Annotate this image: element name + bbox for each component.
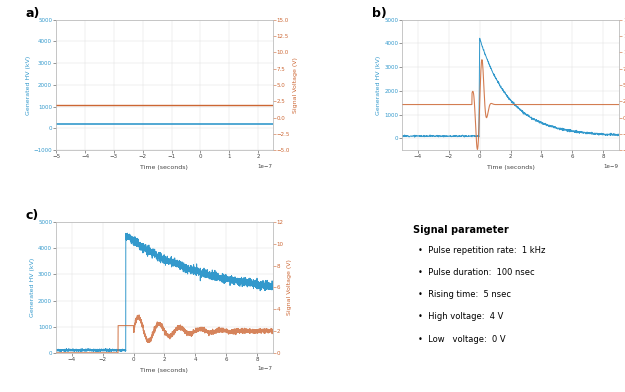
Y-axis label: Signal Voltage (V): Signal Voltage (V) [293, 57, 298, 113]
Y-axis label: Generated HV (kV): Generated HV (kV) [376, 55, 381, 114]
Y-axis label: Generated HV (kV): Generated HV (kV) [26, 55, 31, 114]
Y-axis label: Generated HV (kV): Generated HV (kV) [30, 258, 35, 317]
X-axis label: Time (seconds): Time (seconds) [487, 165, 534, 170]
Text: •  High voltage:  4 V: • High voltage: 4 V [418, 312, 503, 321]
Text: •  Pulse repetition rate:  1 kHz: • Pulse repetition rate: 1 kHz [418, 246, 545, 255]
X-axis label: Time (seconds): Time (seconds) [141, 165, 188, 170]
Text: c): c) [26, 209, 39, 222]
Text: •  Rising time:  5 nsec: • Rising time: 5 nsec [418, 290, 511, 299]
Text: •  Low   voltage:  0 V: • Low voltage: 0 V [418, 334, 505, 343]
Text: •  Pulse duration:  100 nsec: • Pulse duration: 100 nsec [418, 268, 534, 277]
Text: a): a) [26, 7, 41, 20]
X-axis label: Time (seconds): Time (seconds) [141, 368, 188, 372]
Text: b): b) [372, 7, 387, 20]
Text: Signal parameter: Signal parameter [413, 225, 509, 235]
Y-axis label: Signal Voltage (V): Signal Voltage (V) [286, 260, 291, 316]
